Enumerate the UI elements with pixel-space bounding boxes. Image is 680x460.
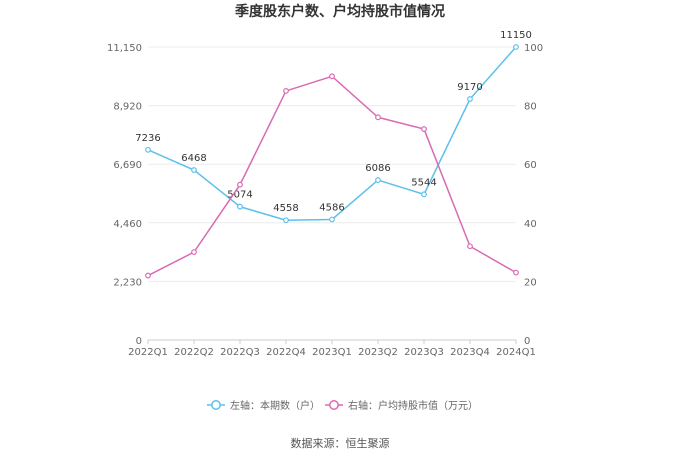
data-label: 4558: [273, 203, 298, 214]
right-axis: 0 20 40 60 80 100: [524, 43, 543, 347]
legend-label: 右轴：户均持股市值（万元）: [348, 399, 478, 412]
data-label: 4586: [319, 202, 344, 213]
right-tick-label: 0: [524, 336, 530, 347]
data-point: [513, 44, 519, 50]
left-tick-label: 8,920: [113, 102, 142, 113]
x-tick-label: 2023Q2: [358, 347, 398, 358]
data-label: 6086: [365, 163, 390, 174]
left-tick-label: 0: [136, 336, 142, 347]
legend-item[interactable]: 左轴：本期数（户）: [207, 399, 320, 412]
data-point: [421, 126, 427, 132]
data-point: [329, 216, 335, 223]
data-point: [191, 249, 197, 256]
data-point: [145, 146, 151, 153]
left-tick-label: 2,230: [113, 277, 142, 288]
series-line: [147, 75, 517, 277]
left-tick-label: 6,690: [113, 160, 142, 171]
series-layer: 7236 6468 5074 4558 4586 6086 5544 9170 11150: [135, 30, 532, 279]
data-point: [329, 73, 335, 80]
data-label: 7236: [135, 133, 160, 144]
series-line: [147, 46, 517, 221]
data-label: 9170: [457, 82, 482, 93]
series-avg-value: [145, 73, 519, 279]
chart-title: 季度股东户数、户均持股市值情况: [234, 3, 445, 20]
right-tick-label: 100: [524, 43, 543, 54]
x-tick-label: 2022Q1: [128, 347, 168, 358]
legend[interactable]: 左轴：本期数（户） 右轴：户均持股市值（万元）: [207, 399, 478, 412]
legend-marker: [329, 400, 339, 410]
data-label: 6468: [181, 153, 206, 164]
data-point: [467, 243, 473, 250]
data-point: [375, 114, 381, 121]
data-point: [237, 203, 243, 210]
right-tick-label: 40: [524, 219, 537, 230]
series-holders: 7236 6468 5074 4558 4586 6086 5544 9170 11150: [135, 30, 532, 224]
data-point: [513, 269, 519, 276]
gridlines: [148, 46, 516, 341]
legend-marker: [211, 400, 221, 410]
legend-label: 左轴：本期数（户）: [230, 399, 320, 412]
data-point: [191, 167, 197, 173]
right-tick-label: 80: [524, 102, 537, 113]
left-tick-label: 4,460: [113, 219, 142, 230]
left-tick-label: 11,150: [107, 43, 142, 54]
data-point: [467, 96, 473, 102]
source-note: 数据来源：恒生聚源: [291, 436, 390, 450]
data-point: [375, 177, 381, 183]
x-tick-label: 2022Q4: [266, 347, 306, 358]
data-label: 5074: [227, 190, 252, 201]
left-axis: 0 2,230 4,460 6,690 8,920 11,150: [107, 43, 142, 347]
right-tick-label: 20: [524, 277, 537, 288]
data-point: [237, 181, 243, 188]
data-point: [421, 191, 427, 198]
data-label: 5544: [411, 177, 436, 188]
data-point: [145, 272, 151, 279]
data-label: 11150: [500, 30, 532, 41]
legend-item[interactable]: 右轴：户均持股市值（万元）: [325, 399, 478, 412]
right-tick-label: 60: [524, 160, 537, 171]
x-tick-label: 2023Q4: [450, 347, 490, 358]
x-tick-label: 2023Q1: [312, 347, 352, 358]
x-tick-label: 2022Q3: [220, 347, 260, 358]
data-point: [283, 217, 289, 224]
x-tick-label: 2024Q1: [496, 347, 536, 358]
x-tick-label: 2022Q2: [174, 347, 214, 358]
data-point: [283, 88, 289, 94]
x-tick-label: 2023Q3: [404, 347, 444, 358]
x-axis: 2022Q1 2022Q2 2022Q3 2022Q4 2023Q1 2023Q2 2023…: [128, 340, 536, 358]
